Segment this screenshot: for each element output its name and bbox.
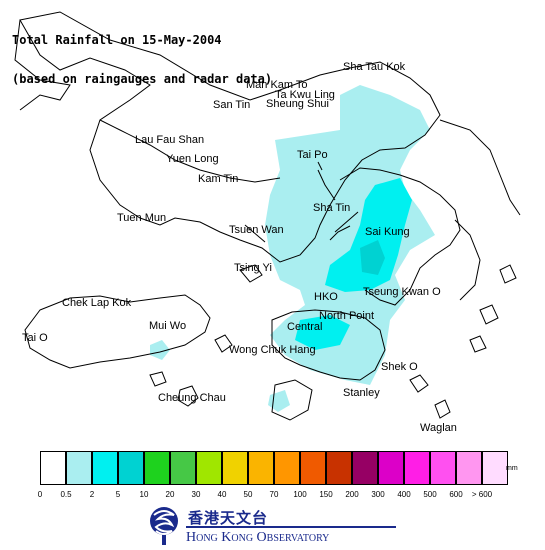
legend-label: 70 (269, 490, 279, 499)
legend-label: > 600 (471, 490, 493, 499)
rainfall-shading-heavy (360, 240, 385, 275)
place-label: Wong Chuk Hang (229, 344, 316, 356)
place-label: Sheung Shui (266, 98, 329, 110)
legend-swatch (482, 451, 508, 485)
lamma-island (271, 379, 313, 421)
legend-label: 500 (423, 490, 437, 499)
lantau-island (24, 294, 211, 369)
legend-swatch (378, 451, 404, 485)
rainfall-shading-moderate (295, 178, 412, 350)
place-label: Stanley (343, 387, 380, 399)
legend-swatch (118, 451, 144, 485)
legend-swatch (404, 451, 430, 485)
legend-label: 100 (293, 490, 307, 499)
place-label: Sha Tin (313, 202, 351, 214)
org-divider (186, 526, 396, 528)
legend-label: 2 (89, 490, 95, 499)
place-label: Tsing Yi (234, 262, 272, 274)
place-label: Tseung Kwan O (363, 286, 441, 298)
legend-swatch (66, 451, 92, 485)
place-label: North Point (319, 310, 375, 322)
legend-swatch (248, 451, 274, 485)
place-label: Tai O (22, 332, 48, 344)
legend-swatch (300, 451, 326, 485)
legend-label: 0.5 (60, 490, 72, 499)
title-line-2: (based on raingauges and radar data) (12, 72, 273, 86)
legend-swatch (40, 451, 66, 485)
legend-label: 300 (371, 490, 385, 499)
place-label: Mui Wo (149, 320, 187, 332)
legend-label: 600 (449, 490, 463, 499)
rainfall-legend (40, 451, 508, 485)
place-label: Tai Po (297, 149, 328, 161)
rainfall-map (14, 11, 521, 421)
legend-swatch (92, 451, 118, 485)
place-label: Cheung Chau (158, 392, 226, 404)
legend-label: 5 (115, 490, 121, 499)
place-label: Chek Lap Kok (62, 297, 132, 309)
legend-swatch (430, 451, 456, 485)
place-label: Sha Tau Kok (343, 61, 406, 73)
legend-swatch (274, 451, 300, 485)
place-label: Tuen Mun (117, 212, 167, 224)
place-label: Yuen Long (166, 153, 219, 165)
place-label: Tsuen Wan (229, 224, 284, 236)
place-label: Lau Fau Shan (135, 134, 205, 146)
place-label: Man Kam To (246, 79, 308, 91)
legend-swatch (352, 451, 378, 485)
place-label: San Tin (213, 99, 251, 111)
title-line-1: Total Rainfall on 15-May-2004 (12, 33, 222, 47)
small-islands (149, 264, 517, 419)
legend-label: 50 (243, 490, 253, 499)
legend-label: 30 (191, 490, 201, 499)
map-title: Total Rainfall on 15-May-2004 (based on … (12, 8, 272, 99)
legend-label: 40 (217, 490, 227, 499)
legend-swatch (222, 451, 248, 485)
legend-label: 10 (139, 490, 149, 499)
place-label: Central (287, 321, 323, 333)
legend-label: 20 (165, 490, 175, 499)
org-name-chinese: 香港天文台 (188, 509, 269, 527)
place-label: Waglan (420, 422, 457, 434)
legend-label: 400 (397, 490, 411, 499)
org-name-english: Hong Kong Observatory (186, 530, 330, 545)
legend-label: 0 (37, 490, 43, 499)
coastline (14, 11, 521, 306)
place-label: HKO (314, 291, 338, 303)
place-label: Sai Kung (365, 226, 410, 238)
cheung-chau-island (177, 385, 199, 407)
rainfall-shading (150, 85, 435, 412)
hko-logo-icon (150, 507, 178, 545)
legend-unit: mm (506, 465, 518, 472)
legend-label: 200 (345, 490, 359, 499)
legend-swatch (196, 451, 222, 485)
legend-label: 150 (319, 490, 333, 499)
place-label: Shek O (381, 361, 418, 373)
place-label: Ta Kwu Ling (275, 89, 335, 101)
station-markers (244, 161, 359, 243)
place-label: Kam Tin (198, 173, 239, 185)
legend-swatch (144, 451, 170, 485)
legend-swatch (456, 451, 482, 485)
legend-swatch (170, 451, 196, 485)
hong-kong-island (271, 309, 386, 381)
legend-swatch (326, 451, 352, 485)
